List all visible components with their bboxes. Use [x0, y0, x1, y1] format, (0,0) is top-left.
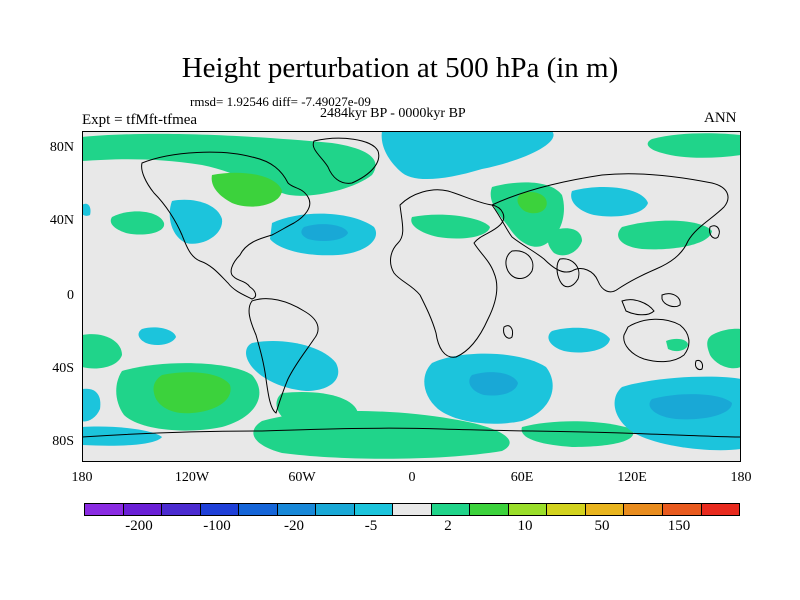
field-far-east-pacific-positive: [707, 328, 741, 369]
lon-label-60e: 60E: [510, 470, 534, 485]
coast-new-zealand: [695, 360, 703, 370]
field-southeast-pacific-negative-core: [649, 394, 732, 420]
coast-india: [556, 258, 580, 288]
colorbar-box: [123, 504, 163, 515]
colorbar-box: [508, 504, 548, 515]
field-australia-south-negative: [548, 327, 610, 353]
coast-antarctica: [81, 427, 742, 438]
contour-fields: [82, 131, 741, 459]
plot-title: Height perturbation at 500 hPa (in m): [181, 52, 619, 84]
colorbar-label: 150: [667, 518, 691, 534]
colorbar-box: [701, 504, 740, 515]
map-svg: [81, 131, 742, 462]
field-arctic-positive: [82, 133, 376, 196]
field-south-pacific-positive-core: [153, 372, 231, 414]
field-atlantic-negative-core: [301, 224, 348, 241]
coast-philippines: [661, 293, 681, 308]
coast-indonesia: [621, 299, 655, 316]
field-siberia-positive: [647, 133, 741, 158]
field-mediterranean-positive: [411, 214, 490, 239]
field-atlantic-arctic-negative: [381, 131, 554, 180]
lon-label-120e: 120E: [617, 470, 647, 485]
colorbar: [84, 503, 740, 516]
field-antarctic-pacific-negative: [82, 426, 162, 446]
lon-label-0: 0: [408, 470, 416, 485]
lat-label-80n: 80N: [49, 140, 74, 155]
colorbar-box: [239, 504, 278, 515]
lat-label-0: 0: [67, 288, 74, 303]
colorbar-label: -100: [203, 518, 231, 534]
field-canada-positive-core: [211, 172, 282, 207]
field-south-pacific-small-negative: [138, 327, 176, 345]
coast-greenland: [312, 137, 380, 184]
lon-label-180e: 180: [730, 470, 752, 485]
colorbar-box: [585, 504, 625, 515]
coast-arabia: [505, 250, 534, 279]
coast-north-america: [141, 151, 311, 300]
colorbar-label: -5: [364, 518, 378, 534]
field-west-siberia-negative: [571, 187, 648, 217]
stats-text: rmsd= 1.92546 diff= -7.49027e-09: [190, 94, 371, 109]
colorbar-label: -200: [125, 518, 153, 534]
colorbar-box: [277, 504, 317, 515]
colorbar-label: -20: [284, 518, 304, 534]
lat-label-40n: 40N: [49, 213, 74, 228]
field-australia-small-positive: [666, 338, 688, 352]
colorbar-box: [200, 504, 240, 515]
field-india-positive: [547, 228, 582, 256]
map-frame: [82, 131, 741, 462]
lon-label-120w: 120W: [174, 470, 210, 485]
period-text: 2484kyr BP - 0000kyr BP: [320, 106, 466, 121]
coast-australia: [623, 318, 690, 363]
lat-label-40s: 40S: [52, 361, 74, 376]
field-antarctic-positive-atlantic: [253, 410, 510, 459]
field-southwest-pacific-negative: [82, 388, 101, 422]
field-eurasia-positive: [490, 182, 564, 247]
field-antarctic-positive-indian: [521, 421, 634, 447]
field-northwest-pacific-positive: [618, 220, 712, 250]
colorbar-box: [662, 504, 702, 515]
colorbar-box: [85, 504, 124, 515]
colorbar-box: [470, 504, 509, 515]
lon-label-60w: 60W: [288, 470, 316, 485]
coast-south-america: [248, 298, 319, 414]
experiment-label: Expt = tfMft-tfmea: [82, 112, 198, 128]
field-north-africa-small: [82, 203, 91, 216]
field-eurasia-positive-core: [517, 191, 547, 214]
colorbar-box: [431, 504, 471, 515]
field-west-pacific-negative: [169, 199, 223, 244]
colorbar-box: [624, 504, 663, 515]
field-southwest-pacific-positive: [82, 334, 122, 369]
coast-madagascar: [503, 325, 513, 339]
colorbar-box: [354, 504, 394, 515]
field-south-indian-negative-core: [469, 372, 518, 396]
field-south-america-negative: [246, 341, 339, 391]
colorbar-label: 50: [594, 518, 610, 534]
colorbar-label: 2: [444, 518, 452, 534]
colorbar-box: [547, 504, 586, 515]
season-label: ANN: [704, 110, 737, 126]
colorbar-box: [162, 504, 201, 515]
lon-label-180w: 180: [71, 470, 93, 485]
map-panel: [81, 131, 742, 462]
coast-japan: [709, 225, 720, 239]
field-north-pacific-positive: [110, 211, 165, 235]
colorbar-box: [316, 504, 355, 515]
coast-asia: [491, 173, 729, 293]
coastlines: [81, 137, 742, 438]
colorbar-box: [393, 504, 432, 515]
colorbar-label: 10: [517, 518, 533, 534]
lat-label-80s: 80S: [52, 434, 74, 449]
